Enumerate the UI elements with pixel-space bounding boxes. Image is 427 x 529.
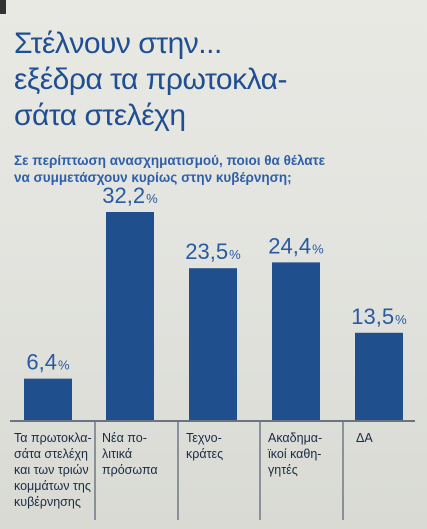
category-label-1: Τα πρωτοκλα- σάτα στελέχη και των τριών … xyxy=(14,431,92,509)
title-line-2: εξέδρα τα πρωτοκλα- xyxy=(14,63,287,96)
bar-5 xyxy=(355,332,403,420)
value-label-5: 13,5% xyxy=(351,304,407,329)
chart-question: Σε περίπτωση ανασχηματισμού, ποιοι θα θέ… xyxy=(14,152,419,186)
bar-1 xyxy=(24,378,72,420)
category-label-3: Τεχνο- κράτες xyxy=(186,431,224,461)
chart-title: Στέλνουν στην... εξέδρα τα πρωτοκλα- σάτ… xyxy=(14,26,414,134)
value-label-4: 24,4% xyxy=(268,233,324,258)
question-line-1: Σε περίπτωση ανασχηματισμού, ποιοι θα θέ… xyxy=(14,153,326,168)
corner-mark xyxy=(0,0,6,14)
title-line-3: σάτα στελέχη xyxy=(14,99,186,132)
value-label-3: 23,5% xyxy=(185,239,241,264)
title-line-1: Στέλνουν στην... xyxy=(14,27,222,60)
bar-4 xyxy=(272,262,320,420)
category-label-2: Νέα πο- λιτικά πρόσωπα xyxy=(102,431,158,477)
category-label-4: Ακαδημα- ϊκοί καθη- γητές xyxy=(268,431,323,477)
value-label-1: 6,4% xyxy=(26,350,70,375)
category-label-5: ΔΑ xyxy=(356,431,373,445)
bar-3 xyxy=(189,268,237,420)
value-label-2: 32,2% xyxy=(102,183,158,208)
bar-2 xyxy=(106,212,154,420)
question-line-2: να συμμετάσχουν κυρίως στην κυβέρνηση; xyxy=(14,170,292,185)
